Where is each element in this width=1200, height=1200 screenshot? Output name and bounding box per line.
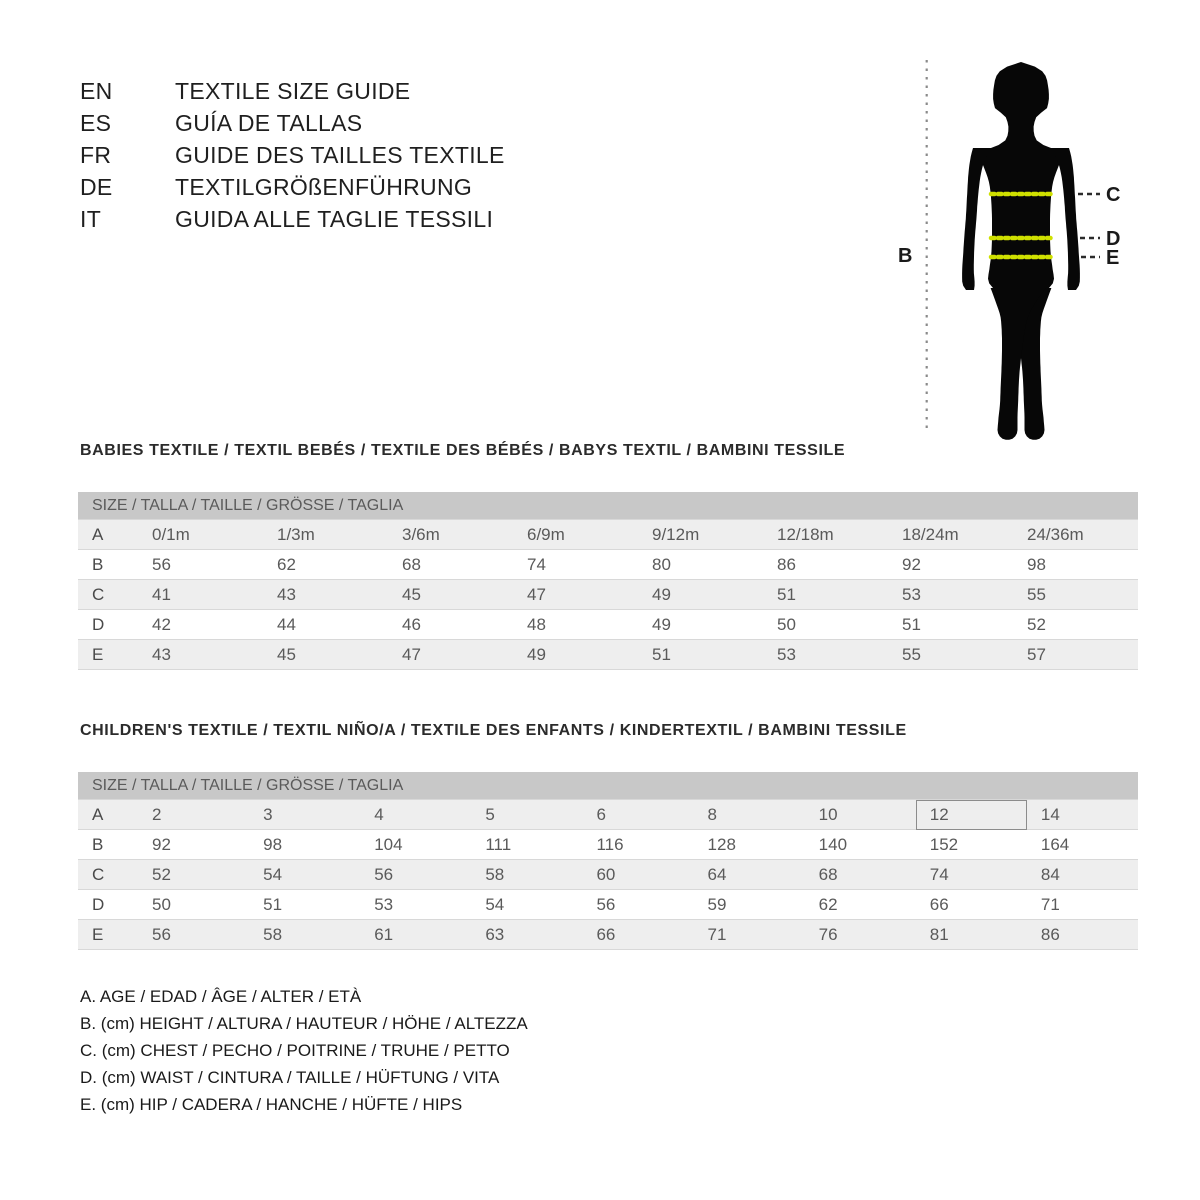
svg-text:E: E [1106,247,1119,269]
svg-text:C: C [1106,184,1120,206]
svg-text:B: B [898,245,912,267]
